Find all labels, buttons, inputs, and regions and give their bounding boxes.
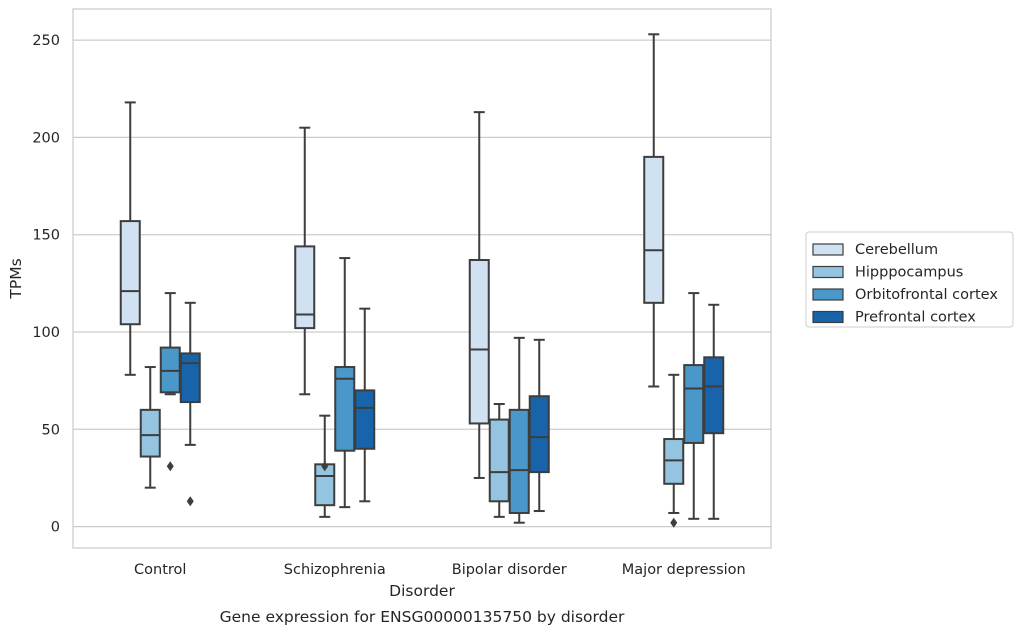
box-iqr [354,389,376,450]
box-iqr [703,356,725,435]
legend: Cerebellum Hipppocampus Orbitofrontal cort… [805,231,1014,328]
box-cerebellum-bipolar-disorder [468,111,490,479]
y-tick-label-250: 250 [32,33,60,49]
legend-item-prefrontal-cortex: Prefrontal cortex [812,310,976,326]
legend-item-cerebellum: Cerebellum [812,242,938,258]
y-tick-label-100: 100 [32,325,60,341]
series-cerebellum [119,33,665,479]
legend-label: Hipppocampus [855,265,963,281]
box-orbitofrontal-cortex-schizophrenia [334,257,356,509]
series-orbitofrontal-cortex [159,257,705,524]
box-orbitofrontal-cortex-major-depression [683,292,705,520]
series-prefrontal-cortex [179,301,725,520]
y-tick-label-50: 50 [42,422,60,438]
legend-label: Prefrontal cortex [855,310,976,326]
box-hipppocampus-major-depression [663,373,685,528]
legend-item-orbitofrontal-cortex: Orbitofrontal cortex [812,287,998,303]
legend-swatch [812,310,844,324]
y-tick-label-200: 200 [32,130,60,146]
legend-swatch [812,243,844,256]
legend-item-hipppocampus: Hipppocampus [812,265,963,281]
box-hipppocampus-schizophrenia [314,414,336,518]
box-iqr [528,395,550,474]
legend-label: Orbitofrontal cortex [855,287,998,303]
x-tick-label-major-depression: Major depression [622,562,746,578]
y-tick-label-0: 0 [51,520,60,536]
x-tick-labels: Control Schizophrenia Bipolar disorder Majo… [134,562,746,578]
series-hipppocampus [139,366,685,528]
box-groups [119,33,725,528]
legend-swatch [812,265,844,279]
box-iqr [139,408,161,458]
box-iqr [294,245,316,330]
outlier-point [670,517,678,528]
y-tick-labels: 0 50 100 150 200 250 [32,33,60,535]
x-tick-label-schizophrenia: Schizophrenia [284,562,386,578]
plot-frame [72,8,772,549]
box-prefrontal-cortex-schizophrenia [354,307,376,503]
legend-label: Cerebellum [855,242,938,258]
y-tick-label-150: 150 [32,228,60,244]
x-tick-label-bipolar-disorder: Bipolar disorder [452,562,567,578]
x-tick-label-control: Control [134,562,186,578]
box-iqr [643,155,665,304]
outlier-point [321,461,329,472]
box-prefrontal-cortex-bipolar-disorder [528,338,550,513]
box-iqr [179,352,201,404]
box-prefrontal-cortex-control [179,301,201,507]
box-orbitofrontal-cortex-bipolar-disorder [508,336,530,524]
legend-swatch [812,288,844,301]
x-axis-title: Disorder [389,582,455,600]
box-iqr [508,408,530,514]
box-orbitofrontal-cortex-control [159,292,181,472]
y-axis-title: TPMs [7,258,25,299]
outlier-point [166,461,174,472]
box-cerebellum-control [119,101,141,376]
box-iqr [468,259,490,425]
legend-frame [805,231,1014,328]
box-hipppocampus-control [139,366,161,489]
box-cerebellum-major-depression [643,33,665,388]
box-hipppocampus-bipolar-disorder [488,403,510,518]
box-iqr [683,364,705,444]
box-cerebellum-schizophrenia [294,126,316,396]
chart-title: Gene expression for ENSG00000135750 by d… [220,608,625,626]
box-prefrontal-cortex-major-depression [703,303,725,520]
outlier-point [186,496,194,507]
box-iqr [119,220,141,326]
box-iqr [488,418,510,503]
